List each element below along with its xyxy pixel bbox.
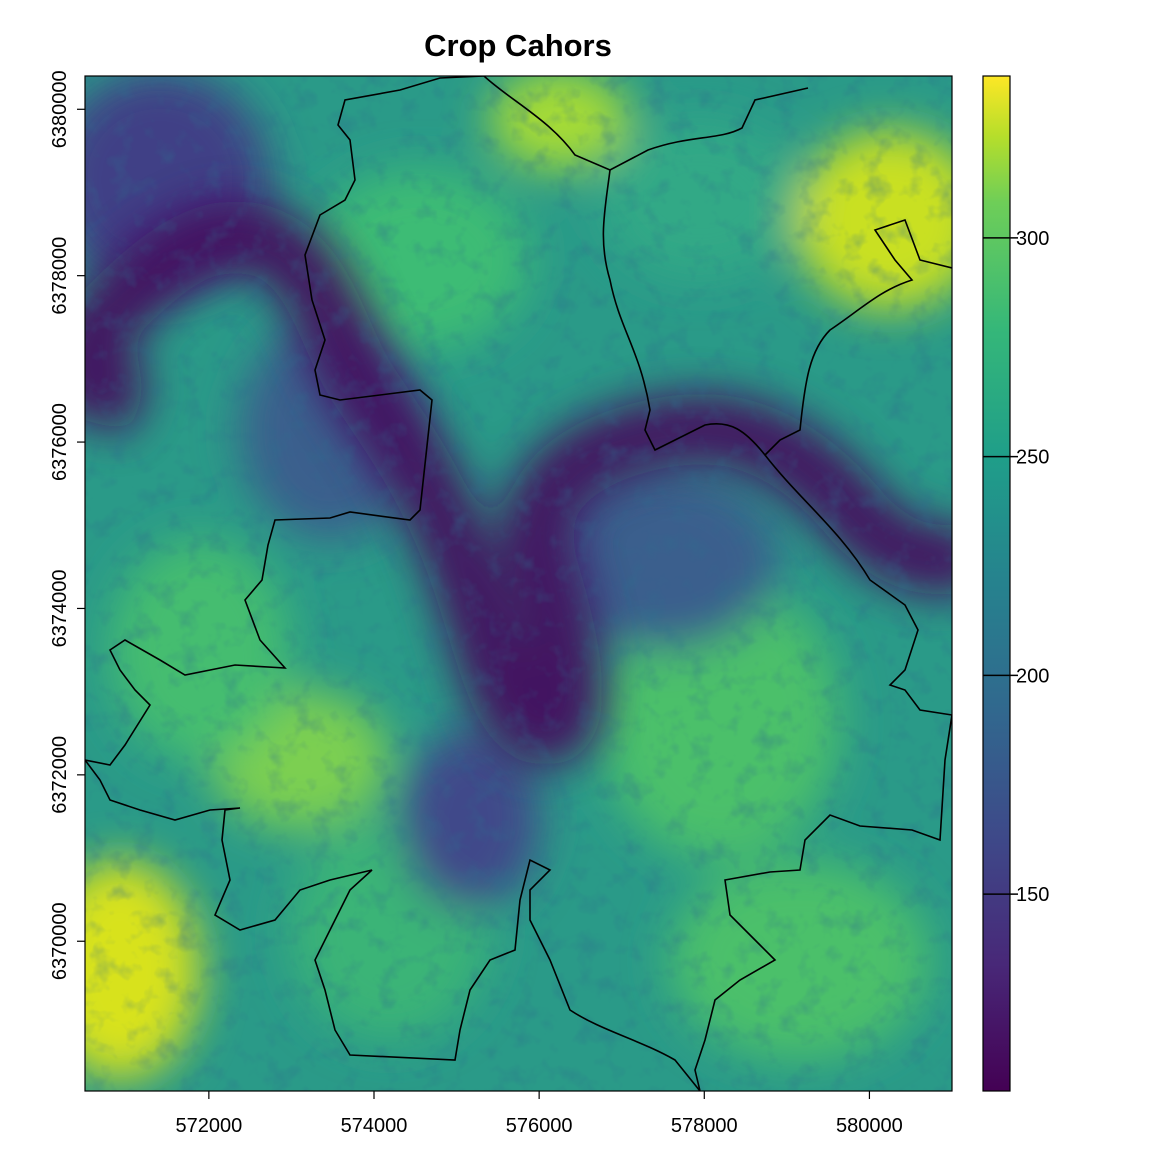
y-tick-label: 6380000 xyxy=(49,70,71,148)
colorbar-tick-label: 300 xyxy=(1016,228,1049,250)
x-tick-label: 580000 xyxy=(836,1115,903,1137)
x-tick-label: 578000 xyxy=(671,1115,738,1137)
elevation-raster xyxy=(85,76,952,1091)
colorbar-tick-label: 250 xyxy=(1016,447,1049,469)
y-axis: 6370000 6372000 6374000 6376000 6378000 63800… xyxy=(49,70,85,980)
y-tick-label: 6372000 xyxy=(49,736,71,814)
x-tick-label: 572000 xyxy=(175,1115,242,1137)
map-frame xyxy=(84,75,953,1092)
elevation-colorbar: 150 200 250 300 xyxy=(982,75,1049,1092)
x-tick-label: 574000 xyxy=(341,1115,408,1137)
x-tick-label: 576000 xyxy=(506,1115,573,1137)
map-title: Crop Cahors xyxy=(424,28,612,63)
y-tick-label: 6378000 xyxy=(49,237,71,315)
commune-boundaries xyxy=(85,76,952,1091)
colorbar-tick-label: 200 xyxy=(1016,665,1049,687)
colorbar-ticks: 150 200 250 300 xyxy=(983,228,1049,906)
x-axis: 572000 574000 576000 578000 580000 xyxy=(175,1091,903,1137)
y-tick-label: 6374000 xyxy=(49,570,71,648)
colorbar-tick-label: 150 xyxy=(1016,884,1049,906)
y-tick-label: 6370000 xyxy=(49,902,71,980)
colorbar-gradient xyxy=(982,75,1011,1092)
y-tick-label: 6376000 xyxy=(49,403,71,481)
